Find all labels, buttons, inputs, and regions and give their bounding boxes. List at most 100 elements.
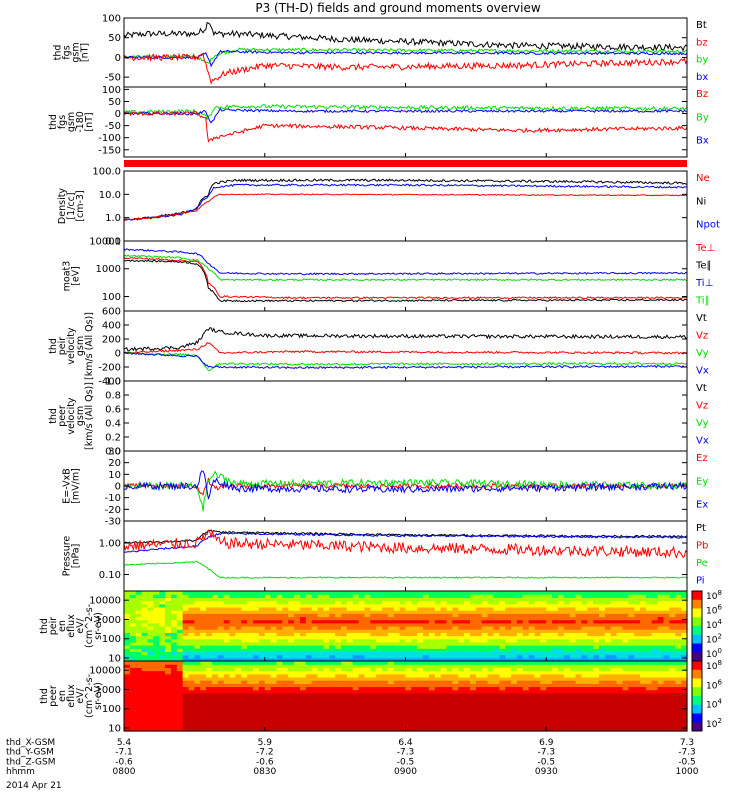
spectrogram-cell <box>376 680 383 684</box>
spectrogram-cell <box>270 591 278 595</box>
spectrogram-cell <box>557 686 565 691</box>
spectrogram-cell <box>376 626 383 630</box>
legend-Vt: Vt <box>696 383 707 394</box>
spectrogram-cell <box>669 721 676 726</box>
spectrogram-cell <box>188 632 195 637</box>
spectrogram-cell <box>311 632 319 637</box>
spectrogram-cell <box>364 606 371 611</box>
spectrogram-cell <box>329 632 336 637</box>
spectrogram-cell <box>282 600 289 605</box>
spectrogram-cell <box>645 686 653 691</box>
spectrogram-cell <box>464 718 471 723</box>
spectrogram-cell <box>393 651 401 656</box>
spectrogram-cell <box>276 622 283 627</box>
spectrogram-cell <box>165 600 172 605</box>
spectrogram-cell <box>487 619 495 624</box>
spectrogram-cell <box>399 715 407 719</box>
spectrogram-cell <box>346 603 354 608</box>
spectrogram-cell <box>487 715 495 719</box>
spectrogram-cell <box>440 683 448 688</box>
spectrogram-cell <box>305 657 313 662</box>
spectrogram-cell <box>124 680 131 684</box>
y-tick-label: 10 <box>108 470 121 481</box>
spectrogram-cell <box>317 721 324 726</box>
spectrogram-cell <box>604 626 612 630</box>
spectrogram-cell <box>534 638 541 643</box>
spectrogram-cell <box>581 600 588 605</box>
spectrogram-cell <box>282 622 289 627</box>
spectrogram-cell <box>382 727 389 732</box>
spectrogram-cell <box>546 673 553 678</box>
spectrogram-cell <box>276 606 283 611</box>
spectrogram-cell <box>645 670 653 675</box>
spectrogram-cell <box>669 680 676 684</box>
spectrogram-cell <box>470 673 477 678</box>
spectrogram-cell <box>129 664 137 668</box>
spectrogram-cell <box>557 667 565 672</box>
spectrogram-cell <box>299 724 307 729</box>
spectrogram-cell <box>610 638 618 643</box>
spectrogram-cell <box>458 702 465 707</box>
spectrogram-cell <box>376 683 383 688</box>
spectrogram-cell <box>452 616 459 621</box>
spectrogram-cell <box>681 699 688 703</box>
spectrogram-cell <box>411 638 418 643</box>
spectrogram-cell <box>528 600 536 605</box>
spectrogram-cell <box>188 689 195 694</box>
spectrogram-cell <box>335 591 342 595</box>
spectrogram-cell <box>499 705 506 710</box>
spectrogram-cell <box>540 676 547 681</box>
series-line-Ey <box>123 470 688 512</box>
spectrogram-cell <box>546 680 553 684</box>
spectrogram-cell <box>135 610 143 614</box>
spectrogram-cell <box>675 610 682 614</box>
spectrogram-cell <box>323 654 330 659</box>
spectrogram-cell <box>352 696 360 700</box>
spectrogram-cell <box>405 721 412 726</box>
spectrogram-cell <box>575 680 583 684</box>
spectrogram-cell <box>364 702 371 707</box>
spectrogram-cell <box>276 641 283 646</box>
spectrogram-cell <box>258 651 266 656</box>
spectrogram-cell <box>317 718 324 723</box>
spectrogram-cell <box>522 711 530 716</box>
spectrogram-cell <box>599 591 606 595</box>
spectrogram-cell <box>124 603 131 608</box>
spectrogram-cell <box>434 645 442 649</box>
spectrogram-cell <box>364 692 371 697</box>
spectrogram-cell <box>511 622 518 627</box>
spectrogram-cell <box>493 692 500 697</box>
spectrogram-cell <box>294 638 301 643</box>
spectrogram-cell <box>587 718 594 723</box>
spectrogram-cell <box>610 591 618 595</box>
spectrogram-cell <box>382 591 389 595</box>
spectrogram-cell <box>640 626 647 630</box>
spectrogram-cell <box>493 724 500 729</box>
spectrogram-cell <box>428 641 436 646</box>
spectrogram-cell <box>346 648 354 653</box>
spectrogram-cell <box>247 673 254 678</box>
spectrogram-cell <box>599 613 606 618</box>
spectrogram-cell <box>335 635 342 640</box>
spectrogram-cell <box>522 692 530 697</box>
spectrogram-cell <box>669 676 676 681</box>
spectrogram-cell <box>346 676 354 681</box>
spectrogram-cell <box>387 686 395 691</box>
spectrogram-cell <box>628 645 635 649</box>
spectrogram-cell <box>229 683 237 688</box>
spectrogram-cell <box>352 727 360 732</box>
spectrogram-cell <box>470 622 477 627</box>
spectrogram-cell <box>194 686 201 691</box>
spectrogram-cell <box>557 699 565 703</box>
spectrogram-cell <box>511 616 518 621</box>
spectrogram-cell <box>423 670 430 675</box>
spectrogram-cell <box>669 718 676 723</box>
spectrogram-cell <box>276 645 283 649</box>
spectrogram-cell <box>235 692 242 697</box>
spectrogram-cell <box>657 651 665 656</box>
spectrogram-cell <box>411 673 418 678</box>
spectrogram-cell <box>229 610 237 614</box>
series-line-Pb <box>123 529 688 560</box>
spectrogram-cell <box>423 600 430 605</box>
